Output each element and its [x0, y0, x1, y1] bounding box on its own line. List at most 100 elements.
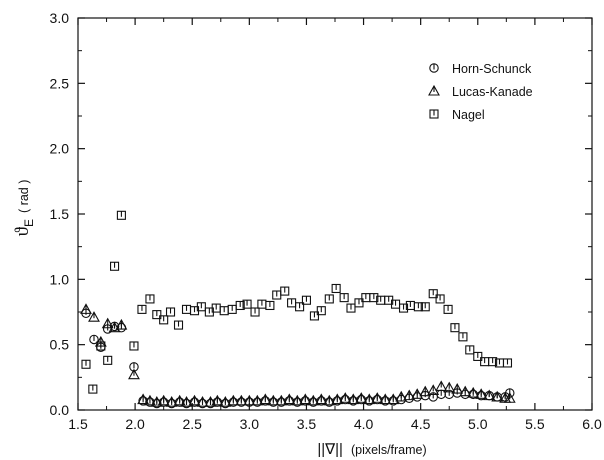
y-axis-subscript: E — [22, 219, 36, 227]
legend: Horn-Schunck Lucas-Kanade Nagel — [428, 62, 533, 122]
y-tick-label-0: 0.0 — [50, 402, 70, 418]
y-axis-symbol: ϑ — [12, 226, 33, 236]
triangle-point-1-28 — [299, 393, 312, 405]
triangle-point-1-6 — [128, 368, 140, 380]
square-point-2-21 — [242, 299, 252, 309]
triangle-point-1-19 — [227, 394, 240, 406]
triangle-point-1-43 — [419, 385, 432, 397]
square-point-2-54 — [488, 357, 498, 367]
triangle-point-1-15 — [196, 396, 209, 407]
legend-marker-circle — [429, 63, 439, 73]
square-point-2-18 — [219, 306, 229, 316]
triangle-point-1-48 — [459, 385, 472, 397]
legend-label-nagel: Nagel — [452, 108, 485, 122]
y-tick-label-6: 3.0 — [50, 10, 70, 26]
square-point-2-56 — [502, 358, 513, 368]
square-point-2-13 — [181, 304, 192, 314]
square-point-2-49 — [450, 323, 460, 333]
triangle-point-1-7 — [137, 393, 150, 405]
square-point-2-45 — [420, 302, 430, 312]
triangle-point-1-20 — [235, 394, 248, 406]
square-point-2-7 — [137, 304, 147, 314]
data-points — [80, 210, 516, 409]
triangle-point-1-35 — [355, 392, 368, 403]
square-point-2-3 — [103, 355, 113, 365]
triangle-point-1-29 — [307, 394, 320, 406]
square-point-2-28 — [295, 302, 305, 312]
legend-marker-square — [429, 109, 439, 119]
triangle-point-1-9 — [150, 396, 163, 407]
triangle-point-1-31 — [323, 394, 336, 406]
circle-point-0-1 — [89, 334, 99, 345]
y-axis-unit: ( rad ) — [17, 180, 31, 213]
triangle-point-1-22 — [251, 394, 264, 406]
square-point-2-6 — [129, 341, 139, 351]
square-point-2-36 — [354, 298, 364, 308]
triangle-point-1-0 — [80, 303, 92, 314]
square-point-2-33 — [331, 283, 341, 294]
triangle-point-1-32 — [331, 393, 344, 405]
triangle-point-1-14 — [188, 394, 201, 406]
x-tick-label-9: 6.0 — [582, 416, 602, 432]
legend-label-horn-schunck: Horn-Schunck — [452, 62, 532, 76]
square-point-2-44 — [413, 302, 423, 312]
square-point-2-42 — [398, 303, 409, 313]
legend-item-horn-schunck: Horn-Schunck — [429, 62, 532, 76]
legend-triangle-icon — [428, 84, 440, 96]
x-tick-label-8: 5.5 — [525, 416, 545, 432]
square-point-2-19 — [227, 304, 237, 314]
triangle-point-1-8 — [144, 394, 156, 406]
legend-label-lucas-kanade: Lucas-Kanade — [452, 85, 533, 99]
triangle-point-1-16 — [204, 396, 217, 407]
triangle-point-1-47 — [451, 382, 464, 394]
y-tick-label-2: 1.0 — [50, 271, 70, 287]
triangle-point-1-11 — [165, 396, 178, 407]
series-horn-schunck — [81, 308, 515, 409]
y-axis-label: ϑE ( rad ) — [12, 180, 36, 237]
square-point-2-50 — [458, 332, 468, 342]
square-point-2-26 — [280, 286, 290, 296]
x-tick-label-4: 3.5 — [297, 416, 317, 432]
triangle-point-1-52 — [491, 390, 504, 402]
square-point-2-47 — [435, 294, 445, 304]
triangle-point-1-50 — [475, 388, 488, 399]
triangle-point-1-12 — [173, 394, 186, 406]
y-tick-label-5: 2.5 — [50, 75, 70, 91]
x-axis-label: ||∇|| (pixels/frame) — [317, 441, 426, 458]
triangle-point-1-26 — [283, 393, 296, 405]
square-point-2-5 — [116, 210, 126, 220]
square-point-2-27 — [287, 298, 297, 308]
triangle-point-1-24 — [267, 394, 280, 406]
square-point-2-51 — [465, 345, 475, 355]
x-tick-label-3: 3.0 — [240, 416, 260, 432]
triangle-point-1-5 — [115, 318, 128, 330]
x-tick-label-1: 2.0 — [125, 416, 145, 432]
triangle-point-1-17 — [211, 394, 224, 406]
x-axis-unit: (pixels/frame) — [351, 443, 427, 457]
triangle-point-1-25 — [275, 394, 288, 406]
square-point-2-25 — [272, 290, 282, 300]
tick-labels: 1.5 2.0 2.5 3.0 3.5 4.0 4.5 5.0 5.5 6.0 0.0 0.5 1.0 1… — [50, 10, 602, 432]
x-tick-label-2: 2.5 — [182, 416, 202, 432]
square-point-2-29 — [301, 295, 311, 305]
square-point-2-15 — [196, 302, 206, 312]
triangle-point-1-1 — [88, 311, 100, 322]
triangle-point-1-10 — [157, 394, 170, 406]
legend-circle-icon — [429, 63, 439, 73]
triangle-point-1-30 — [315, 393, 328, 405]
triangle-point-1-40 — [395, 390, 408, 402]
y-tick-label-4: 2.0 — [50, 141, 70, 157]
square-point-2-35 — [346, 303, 356, 313]
axis-ticks — [77, 17, 593, 411]
square-point-2-32 — [324, 294, 334, 304]
square-point-2-34 — [339, 293, 349, 303]
square-point-2-52 — [473, 351, 483, 361]
triangle-point-1-23 — [259, 393, 272, 405]
square-point-2-1 — [88, 384, 98, 394]
triangle-point-1-18 — [219, 396, 232, 407]
triangle-point-1-46 — [443, 381, 456, 393]
square-point-2-48 — [443, 304, 453, 314]
triangle-point-1-21 — [243, 394, 256, 406]
square-point-2-9 — [152, 310, 162, 320]
y-tick-label-3: 1.5 — [50, 206, 70, 222]
